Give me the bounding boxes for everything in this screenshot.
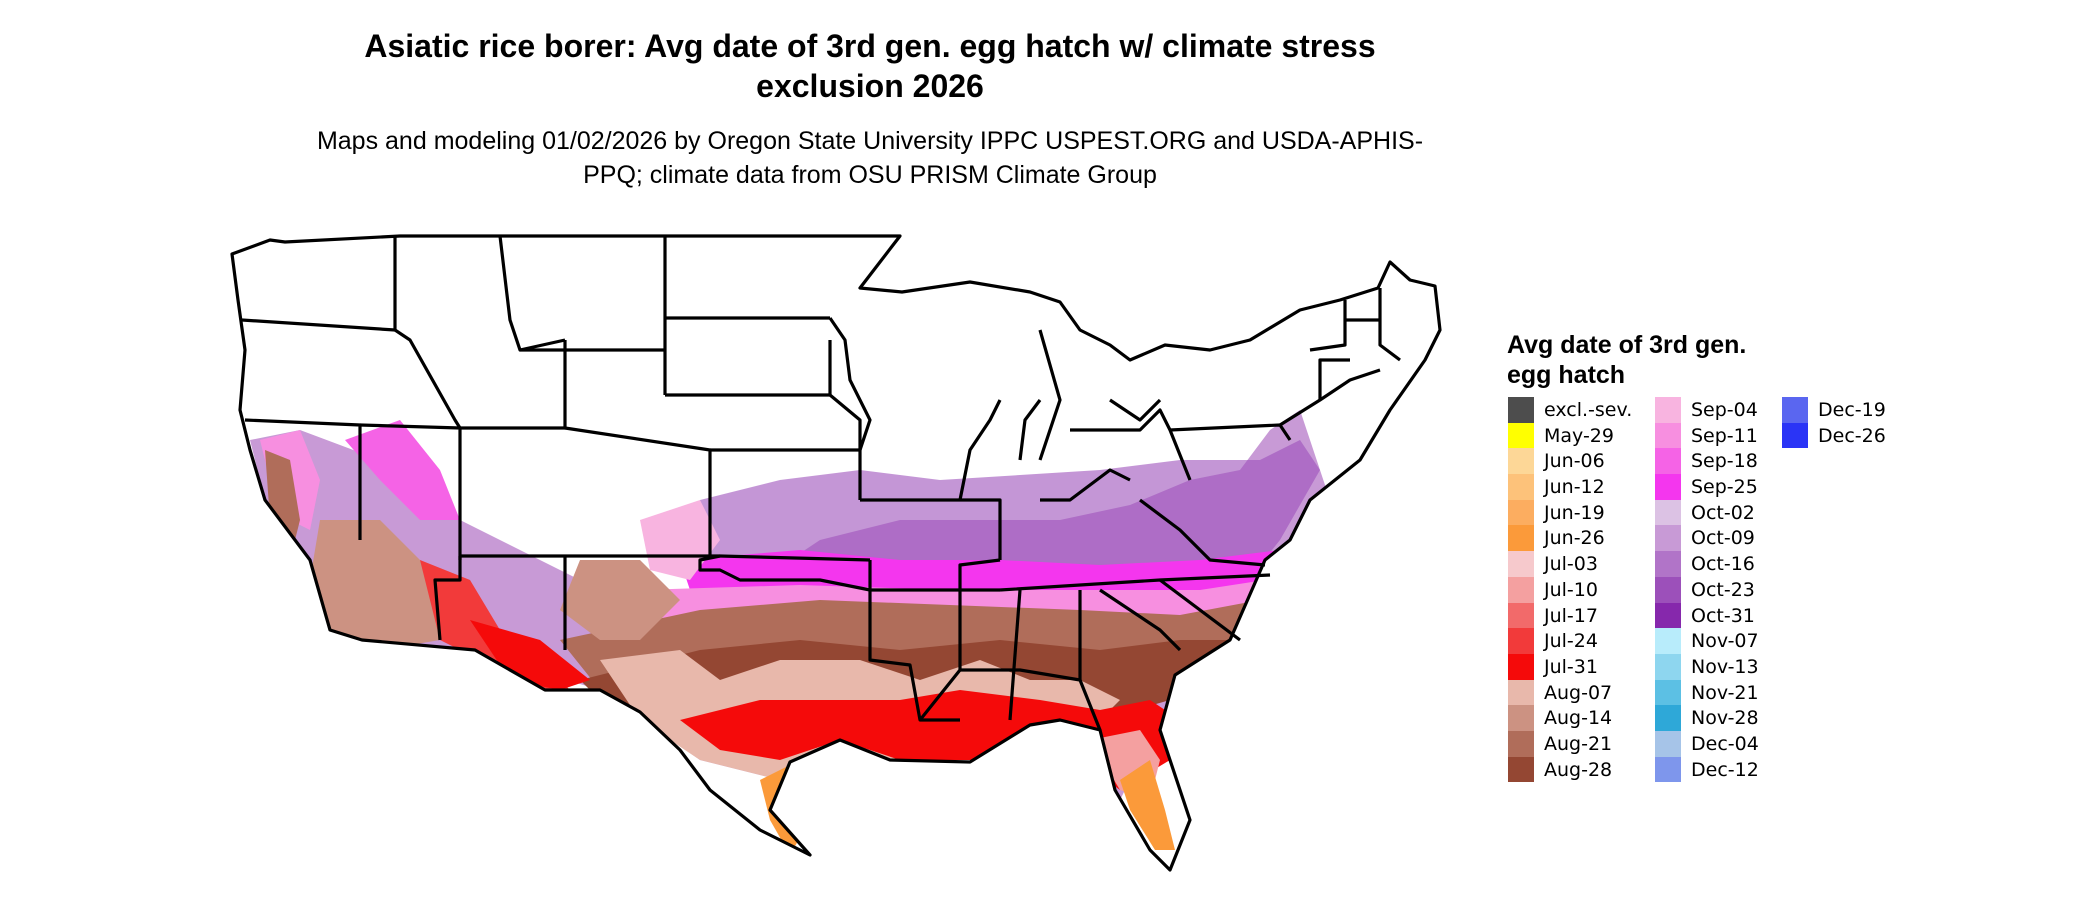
legend-swatch <box>1508 756 1534 783</box>
legend-swatch <box>1655 653 1681 680</box>
legend-swatch <box>1655 730 1681 757</box>
hatch-date-zones <box>250 410 1330 855</box>
legend-label: Jun-26 <box>1544 527 1605 550</box>
legend-label: Oct-16 <box>1691 553 1755 576</box>
legend-swatch <box>1508 602 1534 629</box>
legend-swatch <box>1508 576 1534 603</box>
legend-swatch <box>1655 474 1681 500</box>
legend-swatch <box>1508 628 1534 654</box>
legend-swatch <box>1508 397 1534 423</box>
legend-label: Nov-07 <box>1691 630 1759 653</box>
legend-label: Dec-19 <box>1818 399 1886 421</box>
legend-label: Oct-23 <box>1691 578 1755 601</box>
legend-swatch <box>1655 525 1681 552</box>
legend-swatch <box>1655 397 1681 423</box>
legend-swatch <box>1782 422 1808 449</box>
legend-label: Jul-10 <box>1544 578 1598 601</box>
legend-swatch <box>1508 705 1534 731</box>
legend-label: Dec-12 <box>1691 758 1759 781</box>
legend-label: Oct-09 <box>1691 527 1755 550</box>
legend-swatch <box>1782 397 1808 423</box>
legend-label: Oct-02 <box>1691 501 1755 524</box>
legend-label: Jul-31 <box>1544 655 1598 678</box>
legend-label: Jul-17 <box>1544 604 1598 627</box>
legend-swatch <box>1655 602 1681 629</box>
legend-label: Sep-11 <box>1691 424 1758 447</box>
legend-swatch <box>1508 448 1534 475</box>
state-boundaries <box>230 234 1442 872</box>
legend-label: Dec-26 <box>1818 424 1886 447</box>
legend-label: Jul-24 <box>1544 630 1598 653</box>
legend-swatch <box>1655 576 1681 603</box>
legend-swatch <box>1508 474 1534 500</box>
legend-label: Jun-19 <box>1544 501 1605 524</box>
legend-label: Jun-06 <box>1544 450 1605 473</box>
legend-label: Sep-18 <box>1691 450 1758 473</box>
legend-label: Sep-25 <box>1691 476 1758 499</box>
legend-swatch <box>1655 422 1681 449</box>
legend-swatch <box>1508 653 1534 680</box>
legend-label: Oct-31 <box>1691 604 1755 627</box>
legend-swatch <box>1655 705 1681 731</box>
legend-swatch <box>1655 628 1681 654</box>
legend-label: Jun-12 <box>1544 476 1605 499</box>
legend-swatch <box>1655 756 1681 783</box>
legend-label: Nov-21 <box>1691 681 1759 704</box>
legend-label: Aug-28 <box>1544 758 1613 781</box>
legend-label: Aug-14 <box>1544 707 1613 730</box>
legend-label: Dec-04 <box>1691 732 1759 755</box>
legend-swatch <box>1655 448 1681 475</box>
map-title: Asiatic rice borer: Avg date of 3rd gen.… <box>364 28 1376 104</box>
legend-swatch <box>1655 551 1681 577</box>
legend-label: May-29 <box>1544 424 1614 447</box>
legend-swatch <box>1655 499 1681 526</box>
legend-label: Aug-21 <box>1544 732 1613 755</box>
legend-title: Avg date of 3rd gen. egg hatch <box>1507 331 1747 389</box>
legend-label: Nov-13 <box>1691 655 1759 678</box>
legend-label: Jul-03 <box>1544 553 1598 576</box>
legend-swatch <box>1508 525 1534 552</box>
legend-swatch <box>1508 422 1534 449</box>
legend-label: Nov-28 <box>1691 707 1759 730</box>
map-subtitle: Maps and modeling 01/02/2026 by Oregon S… <box>316 127 1424 189</box>
legend-swatch <box>1655 679 1681 706</box>
legend-label: Aug-07 <box>1544 681 1613 704</box>
legend-swatch <box>1508 730 1534 757</box>
legend-swatch <box>1508 499 1534 526</box>
legend-swatch <box>1508 551 1534 577</box>
legend-swatch <box>1508 679 1534 706</box>
legend-label: Sep-04 <box>1691 399 1758 421</box>
legend-label: excl.-sev. <box>1544 399 1633 421</box>
